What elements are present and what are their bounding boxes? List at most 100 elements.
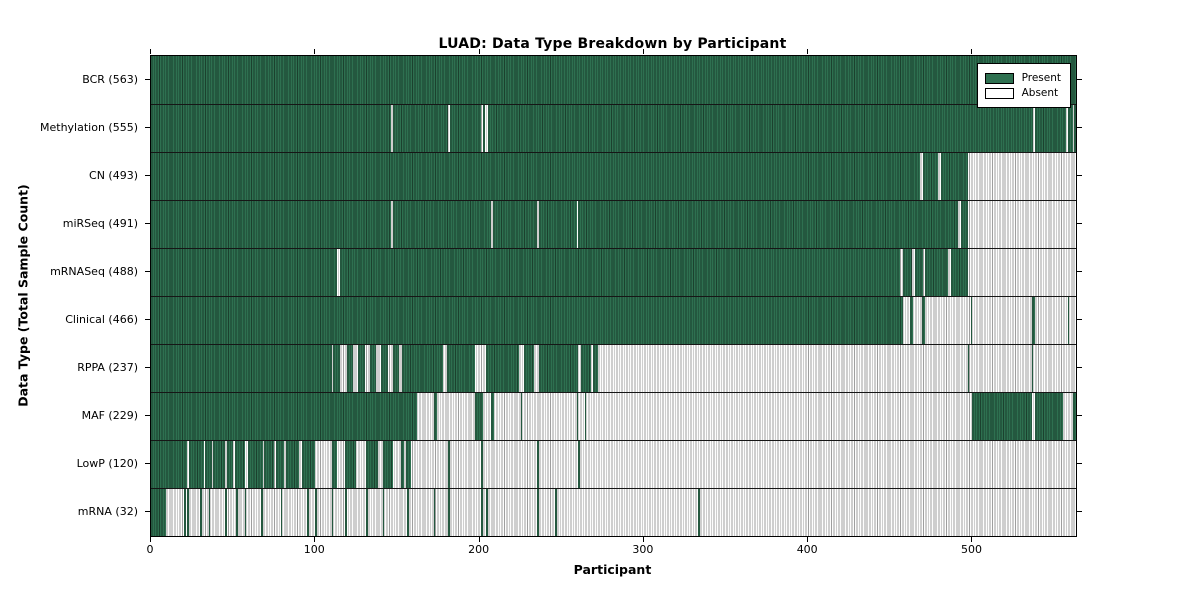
present-segment — [1034, 393, 1063, 440]
x-tick-label: 500 — [960, 543, 982, 556]
heatmap-row-CN — [151, 152, 1076, 200]
present-segment — [967, 345, 970, 392]
y-tick-mark — [145, 271, 150, 272]
x-tick-label: 400 — [796, 543, 818, 556]
present-segment — [592, 345, 598, 392]
y-tick-mark — [145, 79, 150, 80]
row-label-LowP: LowP (120) — [76, 457, 138, 470]
present-segment — [315, 489, 317, 536]
present-segment — [151, 441, 188, 488]
present-segment — [275, 441, 285, 488]
present-segment — [188, 441, 204, 488]
present-segment — [433, 393, 437, 440]
x-tick-mark — [314, 537, 316, 542]
present-segment — [151, 393, 418, 440]
present-segment — [151, 153, 920, 200]
present-segment — [941, 153, 968, 200]
present-segment — [1074, 105, 1076, 152]
present-segment — [183, 489, 186, 536]
y-tick-mark — [145, 367, 150, 368]
row-label-Methylation: Methylation (555) — [40, 121, 138, 134]
x-tick-mark — [314, 49, 316, 54]
present-segment — [344, 489, 347, 536]
present-segment — [200, 489, 202, 536]
legend: Present Absent — [976, 63, 1071, 108]
present-segment — [226, 441, 234, 488]
present-segment — [537, 441, 539, 488]
x-tick-label: 100 — [303, 543, 325, 556]
y-tick-mark — [1077, 415, 1082, 416]
legend-absent-label: Absent — [1021, 87, 1059, 99]
present-segment — [481, 441, 483, 488]
present-segment — [972, 393, 1032, 440]
y-tick-mark — [145, 223, 150, 224]
x-tick-mark — [150, 537, 151, 542]
present-segment — [698, 489, 700, 536]
present-segment — [392, 345, 400, 392]
present-segment — [280, 489, 283, 536]
present-segment — [482, 105, 485, 152]
present-segment — [538, 345, 579, 392]
present-segment — [486, 345, 520, 392]
present-segment — [392, 201, 492, 248]
heatmap-row-mRNA — [151, 488, 1076, 536]
present-segment — [151, 297, 904, 344]
legend-entry-present: Present — [984, 72, 1061, 84]
legend-entry-absent: Absent — [984, 87, 1061, 99]
present-segment — [392, 105, 449, 152]
present-segment — [486, 489, 488, 536]
present-segment — [224, 489, 227, 536]
present-segment — [369, 345, 377, 392]
x-tick-mark — [971, 537, 973, 542]
present-segment — [382, 489, 385, 536]
present-segment — [910, 297, 914, 344]
present-segment — [581, 345, 592, 392]
present-segment — [537, 489, 539, 536]
present-segment — [491, 393, 495, 440]
row-label-RPPA: RPPA (237) — [77, 361, 138, 374]
x-tick-label: 300 — [632, 543, 654, 556]
present-segment — [187, 489, 189, 536]
chart-title: LUAD: Data Type Breakdown by Participant — [438, 36, 787, 52]
x-axis-label: Participant — [573, 562, 652, 577]
present-segment — [921, 297, 925, 344]
present-segment — [151, 345, 332, 392]
y-tick-mark — [1077, 463, 1082, 464]
present-segment — [151, 249, 337, 296]
present-segment — [261, 489, 263, 536]
x-tick-mark — [807, 49, 809, 54]
x-tick-mark — [478, 49, 480, 54]
present-segment — [407, 489, 409, 536]
present-segment — [584, 393, 587, 440]
present-segment — [333, 345, 340, 392]
present-swatch-icon — [984, 72, 1014, 84]
absent-swatch-icon — [984, 87, 1014, 99]
present-segment — [474, 393, 483, 440]
present-segment — [448, 489, 451, 536]
present-segment — [576, 393, 579, 440]
present-segment — [234, 441, 245, 488]
present-segment — [1031, 297, 1035, 344]
present-segment — [151, 105, 391, 152]
y-tick-mark — [1077, 319, 1082, 320]
y-tick-mark — [145, 415, 150, 416]
x-tick-label: 200 — [468, 543, 490, 556]
present-segment — [951, 249, 968, 296]
x-tick-mark — [642, 49, 644, 54]
y-tick-mark — [1077, 127, 1082, 128]
present-segment — [538, 201, 577, 248]
legend-present-label: Present — [1021, 72, 1061, 84]
heatmap-row-miRSeq — [151, 200, 1076, 248]
row-label-CN: CN (493) — [89, 169, 138, 182]
present-segment — [344, 441, 357, 488]
present-segment — [236, 489, 239, 536]
present-segment — [366, 489, 368, 536]
heatmap-row-LowP — [151, 440, 1076, 488]
row-label-mRNA: mRNA (32) — [77, 505, 138, 518]
y-tick-mark — [1077, 175, 1082, 176]
y-tick-mark — [145, 319, 150, 320]
present-segment — [923, 153, 938, 200]
present-segment — [264, 441, 275, 488]
present-segment — [382, 441, 393, 488]
present-segment — [208, 489, 211, 536]
